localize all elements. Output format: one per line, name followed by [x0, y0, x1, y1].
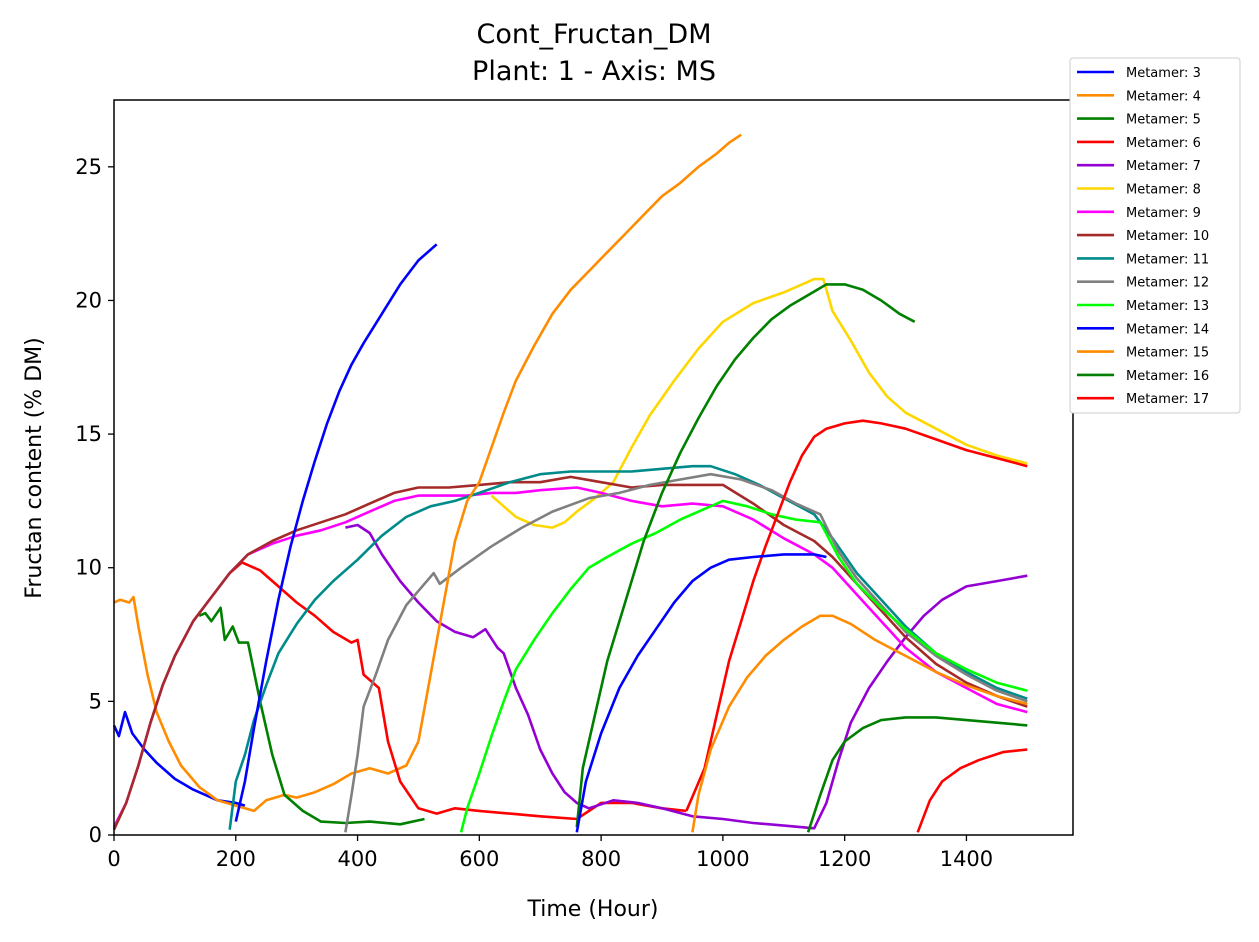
legend-label: Metamer: 3	[1126, 66, 1201, 81]
series-line-5	[490, 277, 1028, 529]
y-tick-label: 25	[75, 155, 102, 179]
series-line-10	[459, 499, 1028, 833]
legend-label: Metamer: 13	[1126, 299, 1209, 314]
legend-label: Metamer: 12	[1126, 276, 1209, 291]
legend-label: Metamer: 6	[1126, 136, 1201, 151]
series-line-9	[344, 472, 1028, 833]
x-tick-label: 200	[216, 847, 256, 871]
legend-label: Metamer: 17	[1126, 392, 1209, 407]
y-tick-label: 0	[89, 823, 102, 847]
plot-frame	[113, 99, 1074, 836]
series-line-11	[234, 243, 438, 822]
x-tick-label: 1400	[940, 847, 993, 871]
series-line-18	[916, 748, 1028, 833]
series-line-1	[113, 595, 420, 813]
legend-label: Metamer: 15	[1126, 346, 1209, 361]
y-tick-label: 20	[75, 288, 102, 312]
series-line-15	[575, 553, 827, 833]
x-tick-label: 400	[338, 847, 378, 871]
x-tick-label: 600	[459, 847, 499, 871]
x-tick-label: 1000	[696, 847, 749, 871]
legend-frame	[1069, 57, 1241, 414]
series-line-17	[806, 716, 1028, 833]
legend-label: Metamer: 4	[1126, 89, 1201, 104]
legend-label: Metamer: 9	[1126, 206, 1201, 221]
x-axis-label: Time (Hour)	[527, 897, 659, 922]
series-line-12	[417, 133, 742, 742]
y-tick-label: 10	[75, 556, 102, 580]
x-tick-label: 800	[581, 847, 621, 871]
series-line-4	[345, 523, 1028, 830]
series-layer	[112, 133, 1028, 833]
legend-label: Metamer: 11	[1126, 252, 1209, 267]
x-tick-label: 0	[107, 847, 120, 871]
series-line-14	[685, 419, 1028, 812]
legend-label: Metamer: 10	[1126, 229, 1209, 244]
y-tick-label: 15	[75, 422, 102, 446]
legend-label: Metamer: 8	[1126, 183, 1201, 198]
legend-label: Metamer: 5	[1126, 113, 1201, 128]
chart-subtitle: Plant: 1 - Axis: MS	[472, 56, 716, 87]
legend-label: Metamer: 7	[1126, 159, 1201, 174]
legend: Metamer: 3 Metamer: 4 Metamer: 5 Metamer: 6…	[1069, 57, 1241, 414]
series-line-16	[691, 614, 1028, 833]
y-axis-label: Fructan content (% DM)	[22, 337, 47, 598]
y-tick-label: 5	[89, 689, 102, 713]
ticks-layer: 0 200 400 600 800 1000 1200 1400 0 5 10 15 20 25	[75, 155, 993, 871]
x-tick-label: 1200	[818, 847, 871, 871]
legend-label: Metamer: 16	[1126, 369, 1209, 384]
series-line-13	[575, 283, 916, 828]
series-line-8	[228, 464, 1028, 830]
legend-label: Metamer: 14	[1126, 322, 1209, 337]
chart-title: Cont_Fructan_DM	[476, 19, 711, 50]
series-line-0	[112, 710, 246, 807]
